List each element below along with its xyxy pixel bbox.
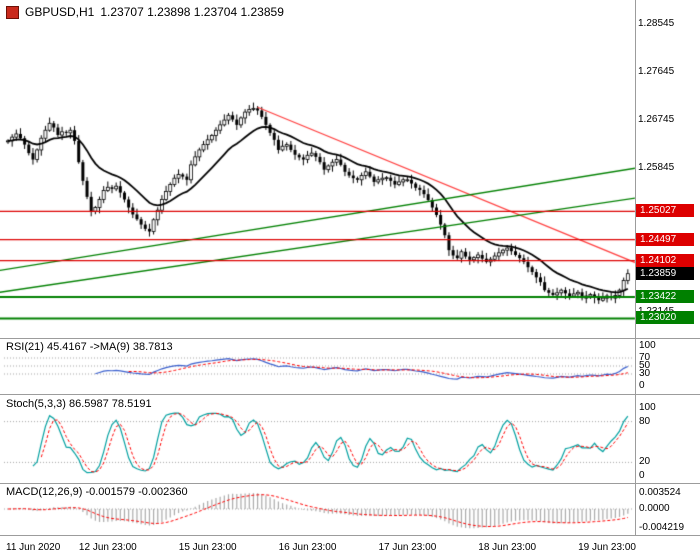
price-axis-label: 1.27645 [638, 65, 675, 77]
macd-axis-label: -0.004219 [639, 521, 685, 533]
symbol-period-label: GBPUSD,H1 [25, 5, 95, 19]
rsi-header: RSI(21) 45.4167 ->MA(9) 38.7813 [6, 341, 173, 353]
price-level-badge: 1.24102 [636, 253, 694, 267]
rsi-axis-label: 50 [639, 360, 651, 371]
price-level-badge: 1.23422 [636, 289, 694, 303]
time-axis-divider [0, 535, 700, 536]
price-level-badge: 1.25027 [636, 204, 694, 218]
price-level-badge: 1.23020 [636, 311, 694, 325]
rsi-axis-label: 0 [639, 380, 645, 391]
price-axis-label: 1.28545 [638, 17, 675, 29]
macd-axis-label: 0.0000 [639, 503, 670, 514]
price-level-badge: 1.23859 [636, 266, 694, 280]
time-axis-label: 18 Jun 23:00 [478, 542, 537, 553]
macd-axis-label: 0.003524 [639, 487, 681, 499]
stoch-header: Stoch(5,3,3) 86.5987 78.5191 [6, 398, 152, 410]
time-axis-label: 17 Jun 23:00 [378, 542, 437, 553]
ohlc-readout: 1.23707 1.23898 1.23704 1.23859 [100, 5, 284, 19]
price-axis-label: 1.26745 [638, 113, 675, 125]
time-axis-label: 19 Jun 23:00 [578, 542, 636, 553]
stoch-axis-label: 0 [639, 470, 645, 481]
stoch-axis-label: 20 [639, 456, 651, 468]
rsi-axis-label: 70 [639, 352, 651, 363]
price-axis-label: 1.23145 [638, 306, 674, 317]
title-bar: GBPUSD,H1 1.23707 1.23898 1.23704 1.2385… [6, 5, 284, 19]
pane-divider-macd[interactable] [0, 483, 700, 484]
time-axis-label: 15 Jun 23:00 [178, 542, 237, 553]
price-level-badge: 1.24497 [636, 232, 694, 246]
price-axis-label: 1.25845 [638, 161, 675, 173]
pane-divider-stoch[interactable] [0, 394, 700, 395]
time-axis-label: 12 Jun 23:00 [78, 542, 137, 553]
macd-header: MACD(12,26,9) -0.001579 -0.002360 [6, 486, 188, 498]
window-icon [6, 5, 19, 19]
price-axis-line [635, 0, 636, 536]
time-axis-label: 11 Jun 2020 [6, 542, 61, 553]
rsi-axis-label: 30 [639, 368, 651, 379]
stoch-axis-label: 100 [639, 402, 656, 413]
stoch-axis-label: 80 [639, 415, 651, 427]
pane-divider-rsi[interactable] [0, 338, 700, 339]
time-axis-label: 16 Jun 23:00 [278, 542, 337, 553]
rsi-axis-label: 100 [639, 340, 656, 351]
